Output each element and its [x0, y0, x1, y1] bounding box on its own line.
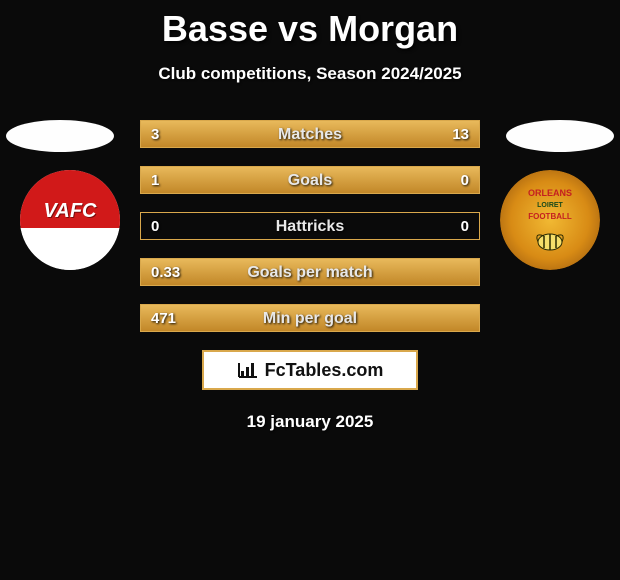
bar-right-fill	[205, 121, 479, 147]
stat-bar-goals-per-match: Goals per match0.33	[140, 258, 480, 286]
bar-left-fill	[141, 121, 205, 147]
page-title: Basse vs Morgan	[0, 0, 620, 50]
orleans-line2: LOIRET	[537, 202, 563, 209]
brand-text: FcTables.com	[265, 360, 384, 381]
stat-bar-matches: Matches313	[140, 120, 480, 148]
bar-gap	[141, 213, 479, 239]
vafc-text: VAFC	[44, 200, 97, 223]
orleans-line3: FOOTBALL	[528, 212, 572, 221]
vs-label: vs	[278, 8, 318, 49]
club-left-badge: VAFC	[20, 170, 120, 270]
date-label: 19 january 2025	[0, 412, 620, 432]
wasp-icon	[530, 226, 570, 254]
chart-icon	[237, 361, 259, 379]
bar-left-fill	[141, 305, 479, 331]
subtitle: Club competitions, Season 2024/2025	[0, 64, 620, 84]
bar-right-fill	[411, 167, 479, 193]
brand-badge: FcTables.com	[202, 350, 418, 390]
stat-bar-goals: Goals10	[140, 166, 480, 194]
comparison-content: VAFC ORLEANS LOIRET FOOTBALL Matches313 G…	[0, 120, 620, 332]
player-right-name: Morgan	[328, 8, 458, 49]
stat-bars: Matches313 Goals10 Hattricks00 Goals per ma…	[140, 120, 480, 332]
bar-left-fill	[141, 167, 411, 193]
player-left-photo	[6, 120, 114, 152]
club-right-badge: ORLEANS LOIRET FOOTBALL	[500, 170, 600, 270]
stat-bar-min-per-goal: Min per goal471	[140, 304, 480, 332]
orleans-logo: ORLEANS LOIRET FOOTBALL	[500, 170, 600, 270]
player-left-name: Basse	[162, 8, 268, 49]
vafc-logo: VAFC	[20, 170, 120, 270]
bar-left-fill	[141, 259, 479, 285]
stat-bar-hattricks: Hattricks00	[140, 212, 480, 240]
player-right-photo	[506, 120, 614, 152]
orleans-line1: ORLEANS	[528, 188, 572, 198]
